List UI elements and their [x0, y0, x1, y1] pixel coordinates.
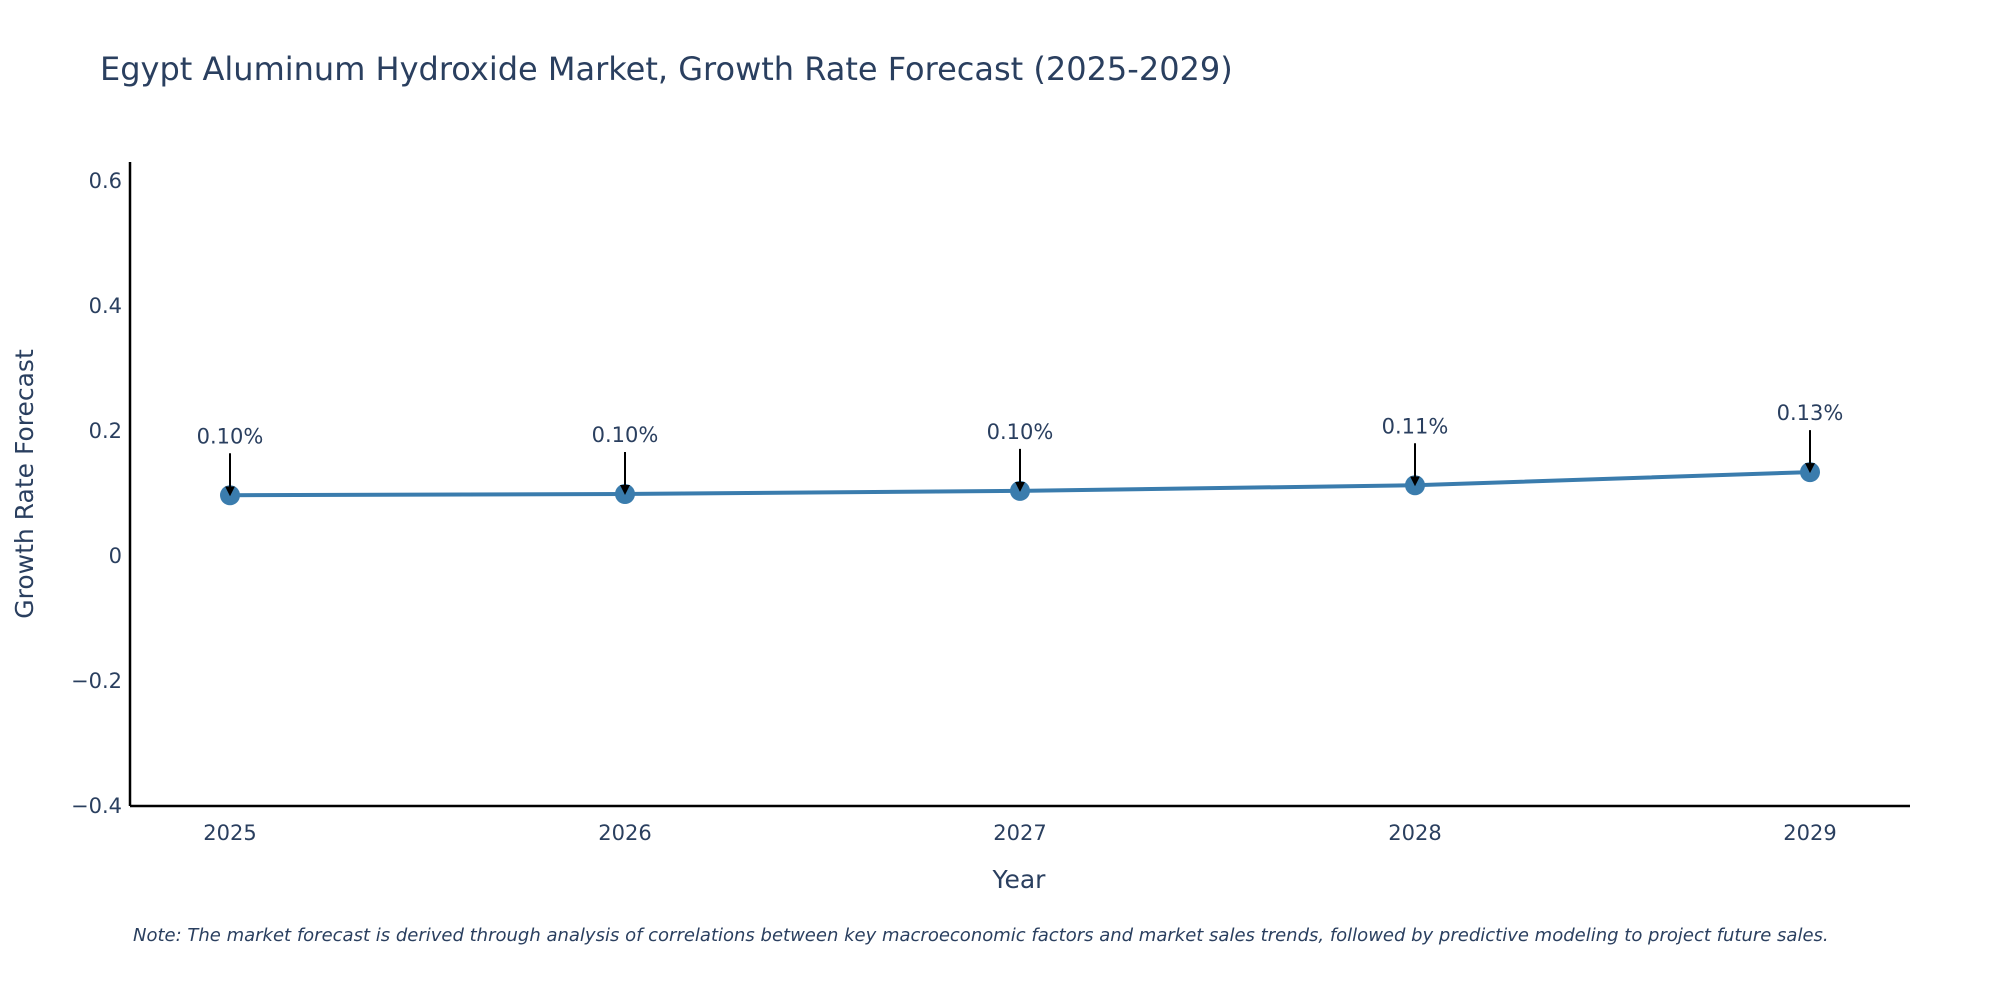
- x-tick-label: 2027: [993, 821, 1046, 845]
- y-tick-label: 0: [109, 544, 122, 568]
- y-axis-ticks: −0.4 −0.2 0 0.2 0.4 0.6: [71, 169, 122, 818]
- data-label: 0.11%: [1382, 414, 1449, 438]
- y-tick-label: −0.2: [71, 669, 122, 693]
- x-axis-ticks: 2025 2026 2027 2028 2029: [203, 821, 1836, 845]
- data-label: 0.10%: [592, 423, 659, 447]
- data-label: 0.10%: [987, 420, 1054, 444]
- y-tick-label: 0.6: [89, 169, 122, 193]
- y-tick-label: 0.2: [89, 419, 122, 443]
- x-axis-title: Year: [992, 865, 1047, 894]
- x-tick-label: 2026: [598, 821, 651, 845]
- chart-note: Note: The market forecast is derived thr…: [133, 925, 1829, 946]
- y-tick-label: −0.4: [71, 794, 122, 818]
- x-tick-label: 2025: [203, 821, 256, 845]
- x-tick-label: 2028: [1388, 821, 1441, 845]
- y-tick-label: 0.4: [89, 294, 122, 318]
- chart-title: Egypt Aluminum Hydroxide Market, Growth …: [100, 50, 1233, 88]
- x-tick-label: 2029: [1783, 821, 1836, 845]
- y-axis-title: Growth Rate Forecast: [10, 349, 39, 619]
- data-label: 0.10%: [197, 424, 264, 448]
- series-layer: 0.10% 0.10% 0.10% 0.11% 0.13%: [197, 401, 1844, 506]
- data-label: 0.13%: [1777, 401, 1844, 425]
